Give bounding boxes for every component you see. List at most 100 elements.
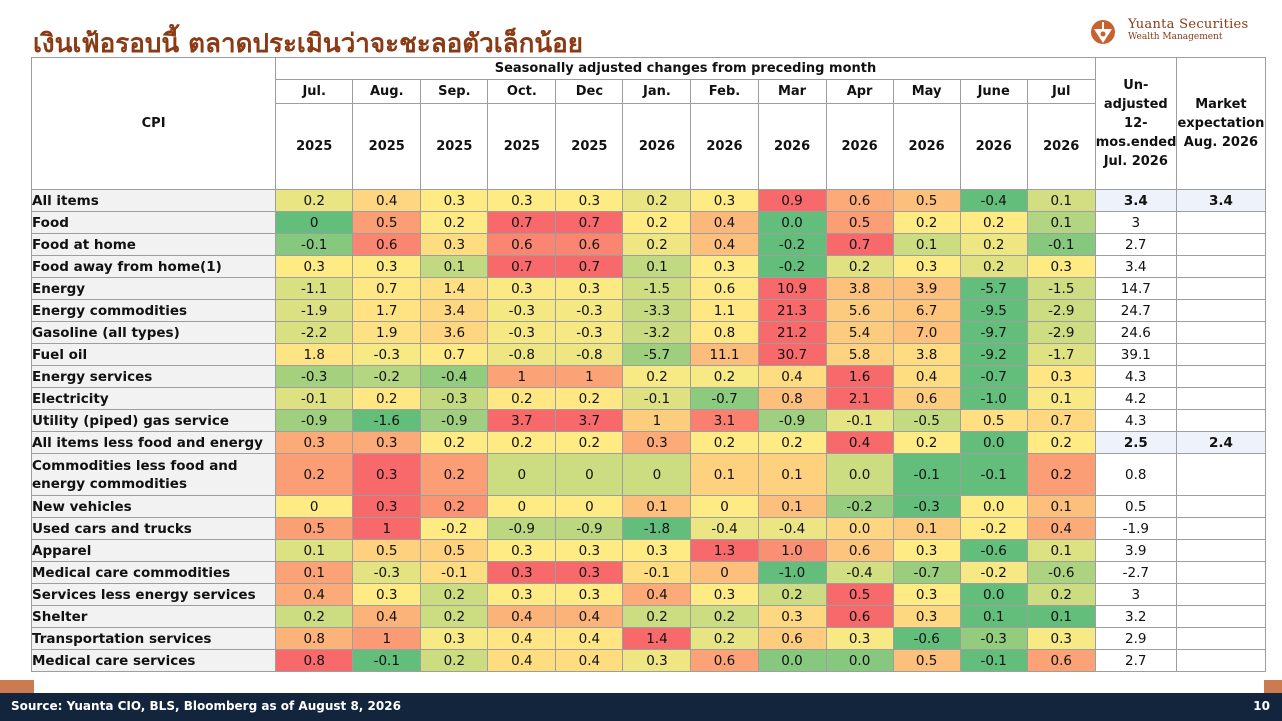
month-header: Jul [1026,79,1096,104]
value-cell: -0.7 [959,365,1028,388]
value-cell: 0.4 [487,649,557,672]
value-cell: 0.2 [555,431,624,454]
value-cell: -0.2 [825,495,894,518]
value-cell: 0.2 [420,453,489,496]
value-cell: 1.4 [622,627,692,650]
value-cell: 0.8 [757,387,827,410]
market-expectation-cell [1175,299,1267,322]
market-expectation-cell [1175,517,1267,540]
value-cell: 0.2 [959,211,1028,234]
market-expectation-cell [1175,211,1267,234]
value-cell: -1.5 [622,277,692,300]
value-cell: 0.2 [690,365,759,388]
value-cell: 3.7 [555,409,624,432]
value-cell: 1 [487,365,557,388]
value-cell: 0.0 [757,649,827,672]
market-expectation-cell [1175,649,1267,672]
value-cell: 0.4 [892,365,961,388]
value-cell: 0 [487,453,557,496]
table-row: Fuel oil 1.8 -0.3 0.7 -0.8 -0.8 -5.7 11.1 30.7 5.… [30,343,1267,366]
value-cell: 0.7 [1026,409,1096,432]
value-cell: -1.5 [1026,277,1096,300]
value-cell: 0.3 [757,605,827,628]
value-cell: 1 [622,409,692,432]
value-cell: 0.3 [690,255,759,278]
value-cell: 0.2 [622,365,692,388]
month-header: Oct. [487,79,557,104]
table-row: Energy services -0.3 -0.2 -0.4 1 1 0.2 0.2 0.4 1.… [30,365,1267,388]
market-expectation-cell [1175,605,1267,628]
value-cell: 0.6 [1026,649,1096,672]
unadjusted-cell: 14.7 [1094,277,1177,300]
unadjusted-cell: 24.7 [1094,299,1177,322]
value-cell: 0.3 [352,255,422,278]
value-cell: 0 [690,495,759,518]
value-cell: 0.4 [352,605,422,628]
value-cell: -0.1 [1026,233,1096,256]
company-logo: Yuanta Securities Wealth Management [1090,17,1270,47]
year-header: 2026 [1026,103,1096,190]
value-cell: 0.2 [420,583,489,606]
value-cell: 0.2 [420,649,489,672]
value-cell: 1.8 [275,343,354,366]
value-cell: 0.3 [352,583,422,606]
value-cell: 0.6 [825,189,894,212]
value-cell: -1.6 [352,409,422,432]
market-expectation-cell [1175,365,1267,388]
value-cell: 0.8 [690,321,759,344]
unadjusted-cell: 4.3 [1094,365,1177,388]
value-cell: 3.8 [825,277,894,300]
value-cell: 0.4 [555,605,624,628]
value-cell: 0.4 [275,583,354,606]
value-cell: 0.8 [275,649,354,672]
row-label: Services less energy services [30,583,277,606]
table-row: Food 0 0.5 0.2 0.7 0.7 0.2 0.4 0.0 0.5 0.2 0.2 0.1 3 [30,211,1267,234]
value-cell: -1.1 [275,277,354,300]
value-cell: 0.2 [1026,453,1096,496]
value-cell: -0.7 [892,561,961,584]
value-cell: -0.6 [959,539,1028,562]
value-cell: 0.2 [275,453,354,496]
value-cell: 0.1 [892,233,961,256]
table-row: Gasoline (all types) -2.2 1.9 3.6 -0.3 -0.3 -3… [30,321,1267,344]
market-expectation-cell [1175,409,1267,432]
value-cell: -0.3 [420,387,489,410]
value-cell: 0.1 [622,495,692,518]
accent-bar-right [1264,680,1282,693]
unadjusted-cell: 0.8 [1094,453,1177,496]
value-cell: 0 [555,495,624,518]
value-cell: -0.9 [757,409,827,432]
value-cell: 0.7 [487,211,557,234]
value-cell: -0.3 [352,561,422,584]
value-cell: 5.6 [825,299,894,322]
value-cell: 0.3 [892,255,961,278]
value-cell: 0.2 [690,627,759,650]
value-cell: 0.1 [757,453,827,496]
value-cell: -0.3 [275,365,354,388]
value-cell: 0.5 [892,189,961,212]
table-row: Food away from home(1) 0.3 0.3 0.1 0.7 0.7 0.1… [30,255,1267,278]
value-cell: 0.5 [825,583,894,606]
value-cell: 0.1 [959,605,1028,628]
table-row: Medical care commodities 0.1 -0.3 -0.1 0.3 0.… [30,561,1267,584]
source-note: Source: Yuanta CIO, BLS, Bloomberg as of… [11,699,401,713]
value-cell: -0.5 [892,409,961,432]
value-cell: 0.2 [757,583,827,606]
value-cell: 0.4 [1026,517,1096,540]
value-cell: 1 [352,627,422,650]
value-cell: -0.1 [275,233,354,256]
value-cell: 0.4 [757,365,827,388]
row-label: Transportation services [30,627,277,650]
value-cell: 1.0 [757,539,827,562]
value-cell: -0.9 [555,517,624,540]
unadjusted-cell: 3 [1094,583,1177,606]
value-cell: 1 [555,365,624,388]
table-row: New vehicles 0 0.3 0.2 0 0 0.1 0 0.1 -0.2 -0.3 0.0 0… [30,495,1267,518]
value-cell: 3.9 [892,277,961,300]
row-label: Food away from home(1) [30,255,277,278]
value-cell: 0.2 [622,233,692,256]
year-header: 2026 [690,103,759,190]
month-header: Aug. [352,79,422,104]
value-cell: -1.0 [757,561,827,584]
value-cell: -0.2 [959,517,1028,540]
